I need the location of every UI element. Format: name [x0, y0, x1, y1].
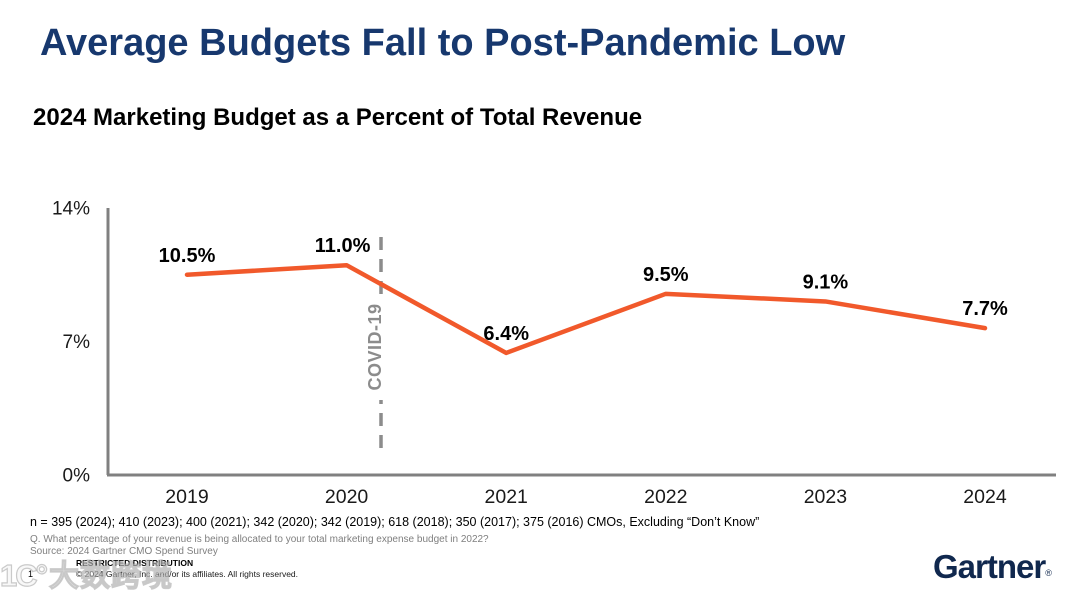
data-point-label: 10.5%: [159, 245, 216, 267]
survey-question-note: Q. What percentage of your revenue is be…: [30, 534, 489, 545]
restricted-distribution-label: RESTRICTED DISTRIBUTION: [76, 558, 194, 568]
y-tick-label: 7%: [63, 332, 91, 353]
x-tick-label: 2020: [325, 486, 369, 508]
y-tick-label: 0%: [63, 466, 91, 487]
data-point-label: 7.7%: [962, 298, 1008, 320]
data-point-label: 9.1%: [803, 271, 849, 293]
budget-trend-line: [184, 262, 988, 356]
gartner-logo-text: Gartner: [933, 548, 1046, 585]
x-tick-label: 2023: [804, 486, 847, 508]
page-title: Average Budgets Fall to Post-Pandemic Lo…: [40, 22, 846, 64]
covid-label-mask: [364, 294, 392, 400]
x-tick-label: 2019: [165, 486, 208, 508]
sample-size-note: n = 395 (2024); 410 (2023); 400 (2021); …: [30, 515, 760, 529]
watermark-text: 大数跨境: [48, 559, 174, 593]
gartner-logo: Gartner®: [933, 548, 1052, 586]
registered-trademark-icon: ®: [1045, 568, 1052, 578]
data-point-label: 9.5%: [643, 264, 689, 286]
covid-annotation-label: COVID-19: [365, 303, 385, 390]
x-tick-label: 2021: [485, 486, 528, 508]
data-point-label: 11.0%: [315, 235, 371, 257]
copyright-note: © 2024 Gartner, Inc. and/or its affiliat…: [76, 569, 299, 579]
y-tick-label: 14%: [52, 199, 90, 220]
watermark: 1C° 大数跨境: [0, 551, 173, 595]
page-number: 1: [28, 569, 34, 579]
data-point-label: 6.4%: [483, 323, 529, 345]
x-tick-label: 2024: [963, 486, 1007, 508]
source-note: Source: 2024 Gartner CMO Spend Survey: [30, 546, 218, 557]
chart-subtitle: 2024 Marketing Budget as a Percent of To…: [33, 104, 643, 131]
x-tick-label: 2022: [644, 486, 687, 508]
watermark-logo-icon: 1C°: [0, 557, 49, 593]
